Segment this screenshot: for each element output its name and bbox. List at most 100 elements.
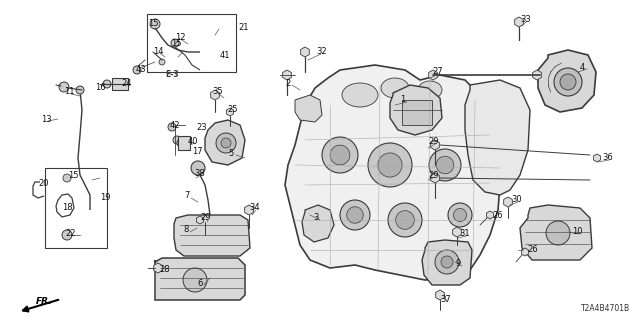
Polygon shape [302, 205, 334, 242]
Polygon shape [520, 205, 592, 260]
Text: 37: 37 [440, 295, 451, 305]
Polygon shape [285, 65, 500, 280]
Polygon shape [227, 108, 234, 116]
Bar [178, 136, 190, 150]
Circle shape [388, 203, 422, 237]
Text: 38: 38 [194, 169, 205, 178]
Text: 32: 32 [316, 47, 326, 57]
Circle shape [221, 138, 231, 148]
Circle shape [378, 153, 402, 177]
Circle shape [429, 149, 461, 181]
Text: 29: 29 [428, 138, 438, 147]
Text: 41: 41 [220, 52, 230, 60]
Circle shape [560, 74, 576, 90]
Circle shape [554, 68, 582, 96]
Text: 18: 18 [62, 203, 72, 212]
Text: 34: 34 [249, 204, 260, 212]
Circle shape [435, 250, 459, 274]
Text: 19: 19 [100, 194, 111, 203]
Circle shape [453, 208, 467, 221]
Bar [147, 14, 236, 72]
Text: 31: 31 [459, 229, 470, 238]
Polygon shape [202, 214, 209, 222]
Polygon shape [422, 240, 472, 285]
Polygon shape [283, 70, 291, 80]
Bar [112, 78, 128, 90]
Circle shape [448, 203, 472, 227]
Text: 25: 25 [227, 106, 237, 115]
Circle shape [216, 133, 236, 153]
Text: 6: 6 [197, 278, 202, 287]
Circle shape [168, 123, 176, 131]
Circle shape [62, 230, 72, 240]
Circle shape [173, 136, 181, 144]
Ellipse shape [418, 81, 442, 99]
Text: 35: 35 [212, 87, 223, 97]
Text: 8: 8 [183, 226, 188, 235]
Circle shape [340, 200, 370, 230]
Circle shape [368, 143, 412, 187]
Polygon shape [154, 263, 163, 273]
Text: 12: 12 [175, 34, 186, 43]
Polygon shape [429, 70, 437, 80]
Text: 21: 21 [238, 22, 248, 31]
Text: 17: 17 [192, 148, 203, 156]
Text: 15: 15 [171, 38, 182, 47]
Text: 30: 30 [511, 196, 522, 204]
Ellipse shape [342, 83, 378, 107]
Text: 7: 7 [184, 191, 189, 201]
Polygon shape [431, 173, 439, 183]
Circle shape [436, 156, 454, 174]
Polygon shape [301, 47, 309, 57]
Polygon shape [174, 215, 250, 256]
Circle shape [150, 19, 160, 29]
Text: 15: 15 [68, 171, 79, 180]
Polygon shape [244, 205, 253, 215]
Polygon shape [431, 140, 439, 150]
Circle shape [159, 59, 165, 65]
Polygon shape [532, 70, 541, 80]
Text: 14: 14 [153, 46, 163, 55]
Text: 9: 9 [455, 260, 460, 268]
Text: 11: 11 [64, 87, 74, 97]
Text: E-3: E-3 [165, 70, 179, 79]
Circle shape [396, 211, 414, 229]
Bar [45, 168, 107, 248]
Text: 26: 26 [492, 212, 502, 220]
Circle shape [76, 86, 84, 94]
Circle shape [330, 145, 350, 165]
Circle shape [171, 39, 179, 47]
Text: 29: 29 [200, 213, 211, 222]
Text: 23: 23 [196, 124, 207, 132]
Circle shape [177, 139, 185, 147]
Text: 20: 20 [38, 179, 49, 188]
Circle shape [103, 80, 111, 88]
Circle shape [441, 256, 453, 268]
Text: 10: 10 [572, 228, 582, 236]
Text: 4: 4 [580, 62, 585, 71]
Text: 22: 22 [65, 229, 76, 238]
Polygon shape [211, 90, 220, 100]
Text: 5: 5 [228, 148, 233, 157]
Polygon shape [452, 227, 461, 237]
Polygon shape [155, 258, 245, 300]
Text: 15: 15 [148, 20, 159, 28]
Text: 26: 26 [527, 245, 538, 254]
Polygon shape [436, 290, 444, 300]
Text: 13: 13 [41, 115, 52, 124]
Circle shape [347, 207, 364, 223]
Ellipse shape [381, 78, 409, 98]
Circle shape [63, 174, 71, 182]
Text: 42: 42 [170, 121, 180, 130]
Polygon shape [593, 154, 600, 162]
Circle shape [191, 161, 205, 175]
Circle shape [59, 82, 69, 92]
Text: 1: 1 [400, 95, 405, 105]
Text: 28: 28 [159, 266, 170, 275]
Polygon shape [538, 50, 596, 112]
Text: 27: 27 [432, 68, 443, 76]
Text: 2: 2 [285, 78, 291, 87]
Polygon shape [486, 211, 493, 219]
Text: 33: 33 [520, 14, 531, 23]
Circle shape [546, 221, 570, 245]
